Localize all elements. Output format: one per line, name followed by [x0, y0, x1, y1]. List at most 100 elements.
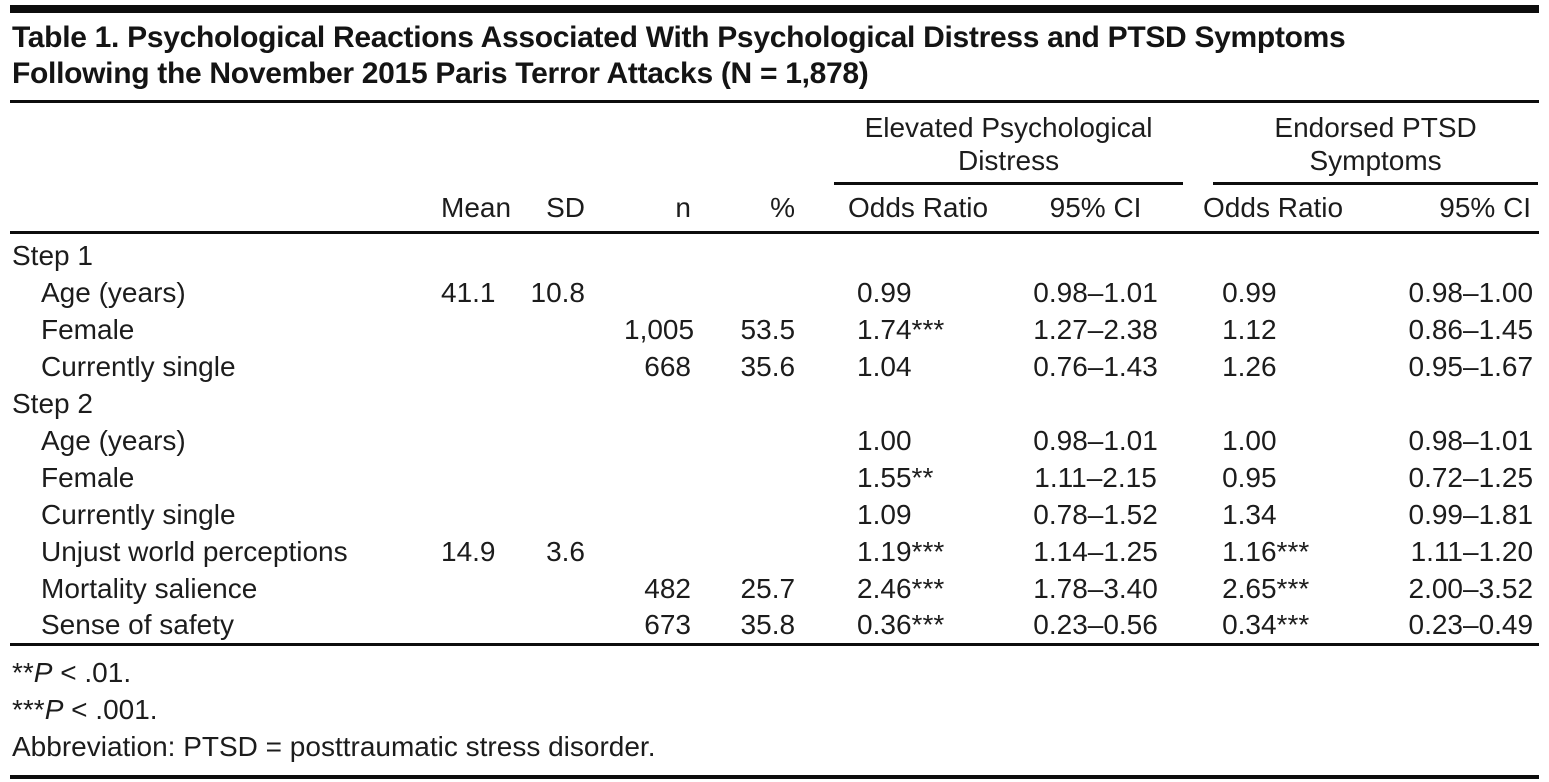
cell-percent: 35.8 [740, 609, 796, 640]
cell-odds-ratio-distress: 1.55** [857, 461, 934, 493]
table-row-step-2: Step 2 [10, 385, 1539, 422]
cell-mean [440, 570, 525, 607]
cell-mean: 14.9 [441, 535, 496, 567]
cell-odds-ratio-distress: 1.00 [857, 424, 912, 456]
cell-odds-ratio-ptsd: 1.00 [1222, 424, 1277, 456]
cell-ci-distress: 1.11–2.15 [1034, 461, 1157, 493]
cell-ci-distress: 0.78–1.52 [1033, 498, 1158, 530]
table-row-age-step1: Age (years) 41.1 10.8 0.99 0.98–1.01 0.9… [10, 274, 1539, 311]
cell-odds-ratio-distress [833, 385, 1003, 422]
row-label: Age (years) [41, 424, 186, 456]
cell-odds-ratio-ptsd: 1.12 [1222, 313, 1277, 345]
cell-odds-ratio-ptsd: 0.34*** [1222, 609, 1310, 640]
column-header-row: Mean SD n % Odds Ratio 95% CI Odds Ratio… [10, 186, 1540, 234]
cell-ci-ptsd: 1.11–1.20 [1410, 535, 1534, 567]
cell-odds-ratio-ptsd: 2.65*** [1222, 572, 1310, 604]
cell-percent [731, 274, 833, 311]
cell-sd [525, 570, 623, 607]
table-row-female-step1: Female 1,005 53.5 1.74*** 1.27–2.38 1.12… [10, 311, 1539, 348]
cell-ci-ptsd [1358, 385, 1539, 422]
cell-sd [525, 233, 623, 275]
cell-ci-distress: 0.76–1.43 [1033, 350, 1158, 382]
column-group-row: Elevated Psychological Distress Endorsed… [10, 103, 1539, 186]
row-label: Mortality salience [41, 572, 258, 604]
cell-ci-ptsd: 0.98–1.00 [1408, 276, 1534, 308]
cell-mean [440, 496, 525, 533]
cell-percent [731, 533, 833, 570]
column-group-elevated-psychological-distress: Elevated Psychological Distress [833, 103, 1188, 186]
cell-ci-distress: 0.23–0.56 [1033, 609, 1158, 640]
cell-odds-ratio-distress: 1.04 [857, 350, 912, 382]
col-header-mean: Mean [440, 186, 525, 234]
col-header-odds-ratio-ptsd: Odds Ratio [1188, 186, 1359, 234]
cell-ci-ptsd: 0.23–0.49 [1408, 609, 1534, 640]
cell-odds-ratio-ptsd: 0.95 [1222, 461, 1277, 493]
table-row-age-step2: Age (years) 1.00 0.98–1.01 1.00 0.98–1.0… [10, 422, 1539, 459]
row-label: Female [41, 461, 135, 493]
cell-odds-ratio-ptsd: 0.99 [1222, 276, 1277, 308]
cell-mean [440, 422, 525, 459]
group-label-line: Endorsed PTSD [1274, 112, 1477, 143]
group-label-line: Elevated Psychological [864, 112, 1153, 143]
cell-sd [525, 311, 623, 348]
cell-sd [525, 607, 623, 645]
row-label: Sense of safety [41, 609, 235, 640]
row-label: Unjust world perceptions [41, 535, 348, 567]
col-header-variable [10, 186, 440, 234]
cell-odds-ratio-distress: 1.09 [857, 498, 912, 530]
cell-odds-ratio-distress: 1.74*** [857, 313, 945, 345]
cell-n [623, 274, 731, 311]
row-label: Age (years) [41, 276, 186, 308]
cell-percent: 53.5 [740, 313, 796, 345]
cell-mean [440, 311, 525, 348]
cell-odds-ratio-ptsd: 1.16*** [1222, 535, 1310, 567]
cell-sd [525, 422, 623, 459]
row-label: Female [41, 313, 135, 345]
footnote-p-001: ***P < .001. [12, 694, 158, 725]
cell-percent [731, 459, 833, 496]
results-table: Elevated Psychological Distress Endorsed… [10, 103, 1540, 646]
col-header-sd: SD [525, 186, 623, 234]
table-row-mortality-salience: Mortality salience 482 25.7 2.46*** 1.78… [10, 570, 1539, 607]
footnote-abbreviation: Abbreviation: PTSD = posttraumatic stres… [12, 731, 656, 762]
cell-ci-ptsd: 0.95–1.67 [1408, 350, 1534, 382]
cell-ci-distress: 1.78–3.40 [1033, 572, 1158, 604]
cell-n [623, 533, 731, 570]
cell-odds-ratio-distress [833, 233, 1003, 275]
cell-mean [440, 459, 525, 496]
cell-percent: 25.7 [740, 572, 796, 604]
col-header-percent: % [731, 186, 834, 234]
cell-ci-distress: 0.98–1.01 [1033, 276, 1158, 308]
footnote-p-01: **P < .01. [12, 657, 132, 688]
empty-header-cell [10, 103, 833, 186]
table-footnotes: **P < .01. ***P < .001. Abbreviation: PT… [10, 646, 1539, 779]
cell-percent [731, 385, 833, 422]
cell-ci-ptsd: 0.86–1.45 [1408, 313, 1534, 345]
cell-n [623, 459, 731, 496]
cell-percent [731, 233, 833, 275]
table-title-line-1: Table 1. Psychological Reactions Associa… [12, 21, 1346, 54]
cell-n [623, 385, 731, 422]
cell-odds-ratio-ptsd: 1.26 [1222, 350, 1277, 382]
cell-odds-ratio-distress: 0.99 [857, 276, 912, 308]
cell-ci-ptsd: 0.98–1.01 [1408, 424, 1534, 456]
cell-sd [525, 385, 623, 422]
cell-odds-ratio-ptsd [1188, 233, 1358, 275]
column-group-endorsed-ptsd-symptoms: Endorsed PTSD Symptoms [1188, 103, 1539, 186]
cell-ci-distress: 1.27–2.38 [1033, 313, 1158, 345]
table-row-sense-of-safety: Sense of safety 673 35.8 0.36*** 0.23–0.… [10, 607, 1539, 645]
table-title-line-2: Following the November 2015 Paris Terror… [12, 57, 869, 90]
cell-percent: 35.6 [740, 350, 796, 382]
cell-mean: 41.1 [441, 276, 496, 308]
cell-sd [525, 496, 623, 533]
cell-odds-ratio-distress: 2.46*** [857, 572, 945, 604]
row-label: Step 1 [12, 240, 93, 271]
cell-n: 673 [644, 609, 691, 640]
table-row-single-step1: Currently single 668 35.6 1.04 0.76–1.43… [10, 348, 1539, 385]
cell-n [623, 422, 731, 459]
cell-ci-distress: 0.98–1.01 [1033, 424, 1158, 456]
table-title: Table 1. Psychological Reactions Associa… [10, 13, 1539, 103]
cell-n [623, 496, 731, 533]
table-row-single-step2: Currently single 1.09 0.78–1.52 1.34 0.9… [10, 496, 1539, 533]
